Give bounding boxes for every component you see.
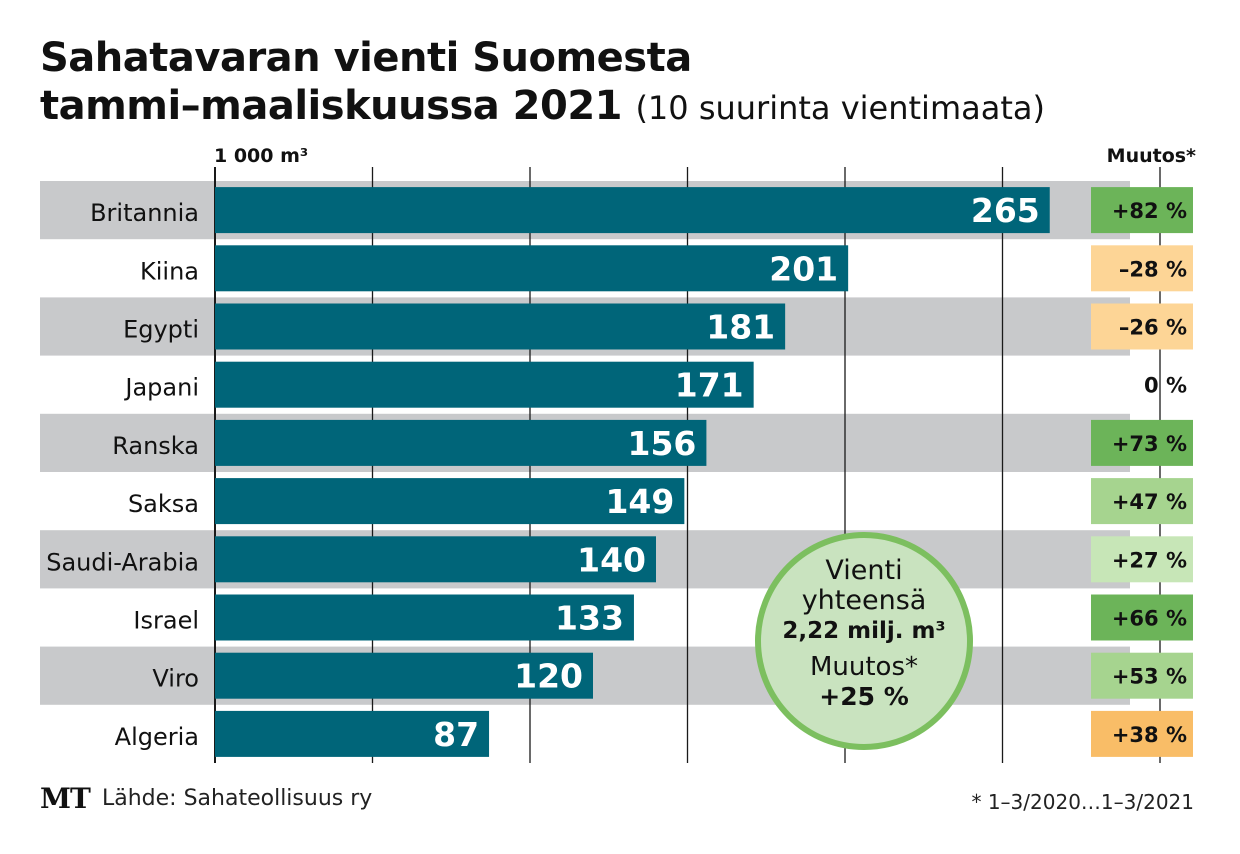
total-line-1: Vienti bbox=[825, 555, 903, 586]
change-cell bbox=[1091, 478, 1193, 525]
category-label: Saksa bbox=[128, 490, 199, 518]
bar-japani bbox=[215, 361, 754, 408]
category-label: Israel bbox=[133, 607, 199, 635]
category-label: Britannia bbox=[90, 199, 199, 227]
source-note: Lähde: Sahateollisuus ry bbox=[102, 786, 373, 811]
bar-egypti bbox=[215, 303, 786, 350]
data-label: 87 bbox=[433, 715, 479, 754]
unit-label: 1 000 m³ bbox=[214, 145, 309, 167]
category-label: Kiina bbox=[140, 257, 199, 285]
change-label: +73 % bbox=[1112, 432, 1187, 456]
change-cell bbox=[1091, 303, 1193, 350]
bar-ranska bbox=[215, 419, 707, 466]
change-column-header: Muutos* bbox=[1106, 145, 1196, 167]
data-label: 140 bbox=[577, 540, 646, 579]
title-line-1: Sahatavaran vienti Suomesta bbox=[40, 35, 692, 81]
change-label: –28 % bbox=[1119, 257, 1187, 281]
total-amount: 2,22 milj. m³ bbox=[782, 618, 946, 644]
data-label: 201 bbox=[769, 249, 838, 288]
total-change-value: +25 % bbox=[819, 682, 909, 711]
bar-saksa bbox=[215, 478, 685, 525]
bar-kiina bbox=[215, 245, 849, 292]
change-cell bbox=[1091, 652, 1193, 699]
category-label: Ranska bbox=[112, 432, 199, 460]
change-cell bbox=[1091, 536, 1193, 583]
bar-algeria bbox=[215, 710, 490, 757]
change-label: +38 % bbox=[1112, 723, 1187, 747]
change-label: +27 % bbox=[1112, 548, 1187, 572]
bar-viro bbox=[215, 652, 593, 699]
change-label: +53 % bbox=[1112, 665, 1187, 689]
data-label: 133 bbox=[555, 599, 624, 638]
title-line-2-text: tammi–maaliskuussa 2021 bbox=[40, 83, 623, 129]
chart-subtitle: (10 suurinta vientimaata) bbox=[635, 89, 1045, 127]
category-label: Egypti bbox=[123, 316, 199, 344]
change-label: 0 % bbox=[1144, 374, 1187, 398]
change-label: +66 % bbox=[1112, 607, 1187, 631]
data-label: 181 bbox=[706, 308, 775, 347]
mt-logo: MT bbox=[40, 782, 91, 815]
change-cell bbox=[1091, 419, 1193, 466]
change-cell bbox=[1091, 710, 1193, 757]
category-label: Saudi-Arabia bbox=[46, 548, 199, 576]
category-label: Japani bbox=[123, 374, 199, 402]
bar-saudi-arabia bbox=[215, 536, 656, 583]
total-line-2: yhteensä bbox=[801, 585, 927, 616]
data-label: 156 bbox=[628, 424, 697, 463]
title-line-2: tammi–maaliskuussa 2021 (10 suurinta vie… bbox=[40, 82, 1045, 132]
bar-israel bbox=[215, 594, 634, 641]
bar-britannia bbox=[215, 187, 1050, 234]
change-cell bbox=[1091, 245, 1193, 292]
change-label: +47 % bbox=[1112, 490, 1187, 514]
category-label: Algeria bbox=[115, 723, 199, 751]
category-label: Viro bbox=[152, 665, 199, 693]
data-label: 120 bbox=[514, 657, 583, 696]
data-label: 149 bbox=[605, 482, 674, 521]
chart-title: Sahatavaran vienti Suomesta tammi–maalis… bbox=[40, 34, 1045, 132]
change-label: +82 % bbox=[1112, 199, 1187, 223]
change-label: –26 % bbox=[1119, 316, 1187, 340]
footnote: * 1–3/2020…1–3/2021 bbox=[971, 790, 1194, 814]
data-label: 265 bbox=[971, 191, 1040, 230]
data-label: 171 bbox=[675, 366, 744, 405]
change-cell bbox=[1091, 594, 1193, 641]
total-change-label: Muutos* bbox=[809, 652, 919, 682]
change-cell bbox=[1091, 187, 1193, 234]
total-export-badge: Vienti yhteensä 2,22 milj. m³ Muutos* +2… bbox=[755, 532, 973, 750]
